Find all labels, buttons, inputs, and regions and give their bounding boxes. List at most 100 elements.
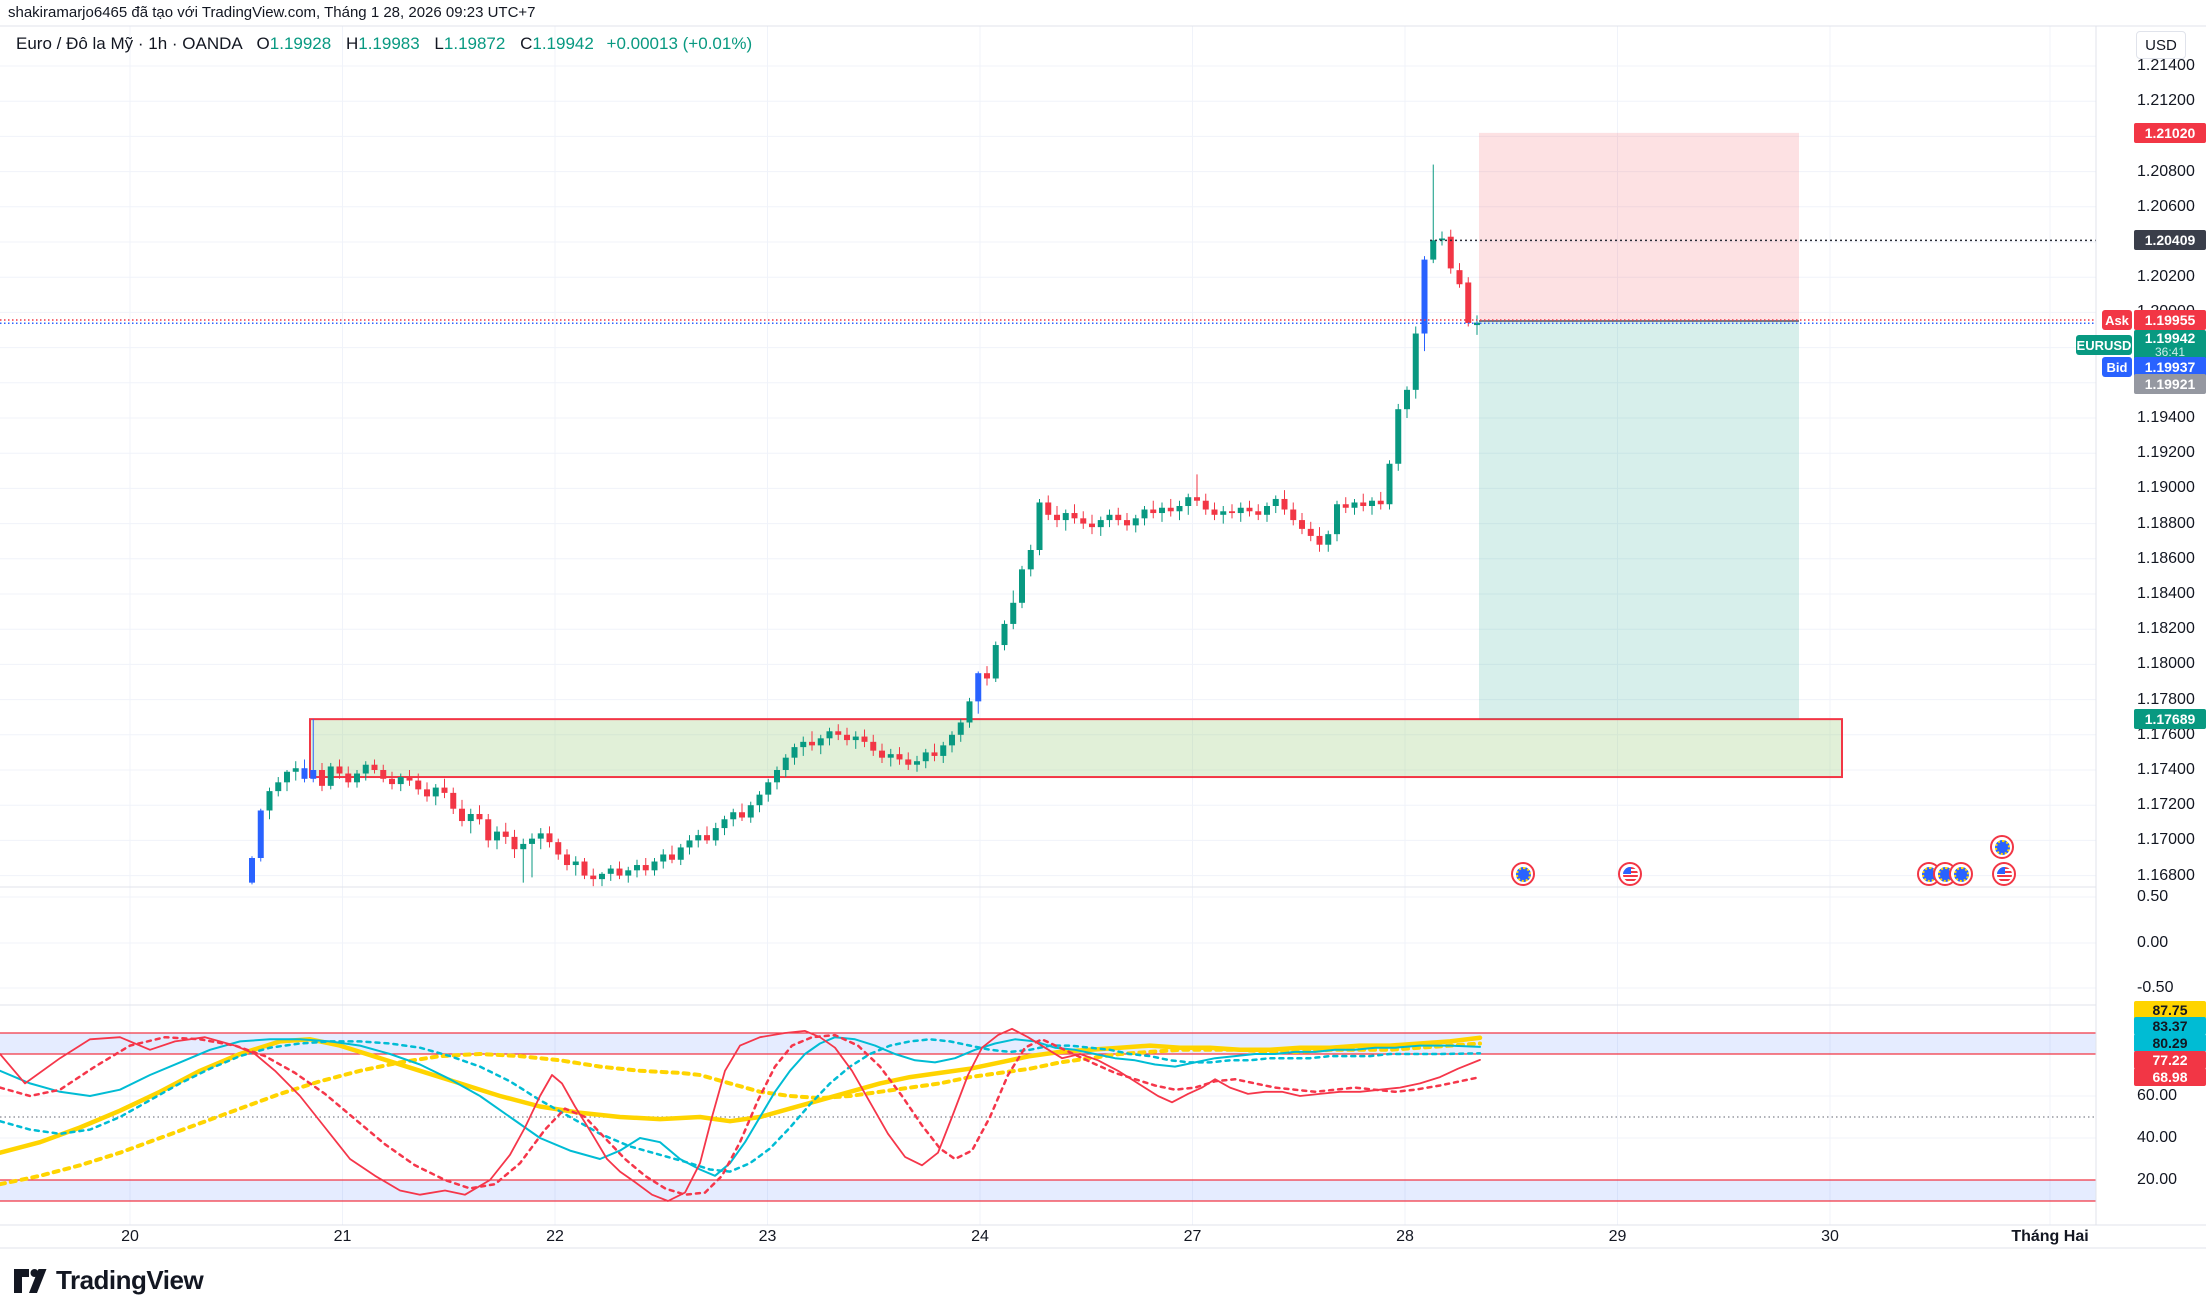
time-label-27[interactable]: 27: [1183, 1228, 1202, 1245]
economic-event-eu-icon[interactable]: [1990, 835, 2014, 859]
supply-zone-box[interactable]: [309, 718, 1843, 779]
time-label-20[interactable]: 20: [121, 1228, 139, 1245]
candle-body: [677, 847, 684, 860]
candle-body: [1194, 497, 1200, 501]
candle-body: [529, 838, 535, 844]
candle-body: [1080, 518, 1087, 524]
economic-event-us-icon[interactable]: [1618, 862, 1642, 886]
candle-body: [266, 791, 273, 811]
candle-body: [397, 777, 404, 785]
candle-body: [1456, 270, 1463, 285]
ask-price-badge: 1.19955: [2134, 310, 2206, 330]
candle-body: [415, 780, 422, 790]
candle-body: [704, 835, 710, 841]
price-tick-label: 1.18200: [2137, 620, 2195, 638]
price-tick-label: 1.18000: [2137, 655, 2195, 673]
candle-body: [441, 787, 448, 793]
candle-body: [546, 833, 553, 843]
candle-body: [1027, 550, 1034, 570]
candle-body: [310, 770, 317, 779]
candle-body: [896, 754, 903, 760]
time-label-29[interactable]: 29: [1608, 1228, 1627, 1245]
oscillator-value-badge: 83.37: [2134, 1017, 2206, 1035]
osc-tick-label: 20.00: [2137, 1171, 2178, 1188]
time-label-22[interactable]: 22: [546, 1228, 564, 1245]
candle-body: [511, 836, 518, 850]
candle-body: [1036, 502, 1043, 550]
target-price-badge: 1.17689: [2134, 709, 2206, 729]
price-tick-label: 1.20800: [2137, 162, 2195, 180]
axis-currency-box[interactable]: USD: [2136, 31, 2186, 59]
time-label-28[interactable]: 28: [1396, 1228, 1414, 1245]
candle-body: [467, 814, 474, 822]
oscillator-value-badge: 80.29: [2134, 1034, 2206, 1052]
time-label-Tháng Hai[interactable]: Tháng Hai: [2011, 1228, 2089, 1245]
high-label: H: [345, 34, 359, 53]
oscillator-series-red-dotted: [0, 1033, 1482, 1196]
candle-body: [1220, 511, 1227, 515]
price-tick-label: 1.17800: [2137, 690, 2195, 708]
position-reward-box[interactable]: [1479, 321, 1799, 720]
candle-body: [537, 833, 544, 839]
candle-body: [1421, 259, 1428, 334]
candle-body: [1272, 498, 1279, 506]
price-tick-label: 1.16800: [2137, 866, 2195, 884]
bid-pill: Bid: [2102, 357, 2132, 377]
economic-event-eu-icon[interactable]: [1949, 862, 1973, 886]
price-tick-label: 1.20200: [2137, 268, 2195, 286]
candle-body: [651, 861, 658, 871]
candle-body: [887, 754, 894, 758]
candle-body: [1351, 502, 1358, 508]
candle-body: [1159, 507, 1165, 514]
price-tick-label: 1.19400: [2137, 409, 2195, 426]
time-label-21[interactable]: 21: [333, 1228, 352, 1245]
time-label-23[interactable]: 23: [758, 1228, 777, 1245]
candle-body: [1115, 514, 1122, 521]
time-label-30[interactable]: 30: [1821, 1228, 1839, 1245]
attribution-text: shakiramarjo6465 đã tạo với TradingView.…: [8, 4, 536, 21]
us-flag-icon: [1996, 866, 2012, 882]
candle-body: [870, 741, 877, 751]
candle-body: [1360, 502, 1367, 506]
candle-body: [1141, 509, 1148, 519]
oscillator-value-badge: 87.75: [2134, 1001, 2206, 1019]
candle-body: [1202, 500, 1209, 510]
bar-countdown: 36:41: [2154, 345, 2186, 359]
eu-flag-icon: [1953, 866, 1969, 882]
candle-body: [362, 764, 369, 774]
candle-body: [949, 734, 955, 746]
oscillator-value-badge: 77.22: [2134, 1051, 2206, 1069]
tradingview-logo[interactable]: TradingView: [13, 1265, 204, 1296]
candle-body: [616, 868, 623, 876]
candle-body: [257, 810, 264, 858]
candle-body: [835, 731, 842, 735]
economic-event-eu-icon[interactable]: [1511, 862, 1535, 886]
candle-body: [371, 764, 378, 770]
oscillator-value-badge: 68.98: [2134, 1068, 2206, 1086]
osc-tick-label: 60.00: [2137, 1087, 2178, 1104]
candle-body: [957, 722, 964, 735]
position-risk-box[interactable]: [1479, 132, 1799, 322]
candle-body: [844, 734, 850, 741]
economic-event-us-icon[interactable]: [1992, 862, 2016, 886]
tradingview-logo-text: TradingView: [56, 1265, 204, 1295]
candle-body: [607, 868, 614, 874]
oscillator-band: [0, 1180, 2096, 1201]
symbol-legend[interactable]: Euro / Đô la Mỹ · 1h · OANDA O1.19928 H1…: [16, 34, 752, 54]
candle-body: [1342, 504, 1349, 508]
oscillator-series-yellow-dotted: [0, 1041, 1482, 1187]
candle-body: [1290, 509, 1297, 521]
open-value: 1.19928: [269, 34, 332, 53]
candle-body: [1229, 511, 1235, 514]
tradingview-logo-icon: [14, 1268, 47, 1293]
candle-body: [984, 673, 990, 679]
osc-tick-label: 40.00: [2137, 1129, 2178, 1146]
candle-body: [292, 768, 299, 772]
time-label-24[interactable]: 24: [971, 1228, 989, 1245]
candle-body: [1167, 507, 1174, 512]
eu-flag-icon: [1994, 839, 2010, 855]
candle-body: [1447, 236, 1454, 269]
candle-body: [275, 782, 282, 792]
